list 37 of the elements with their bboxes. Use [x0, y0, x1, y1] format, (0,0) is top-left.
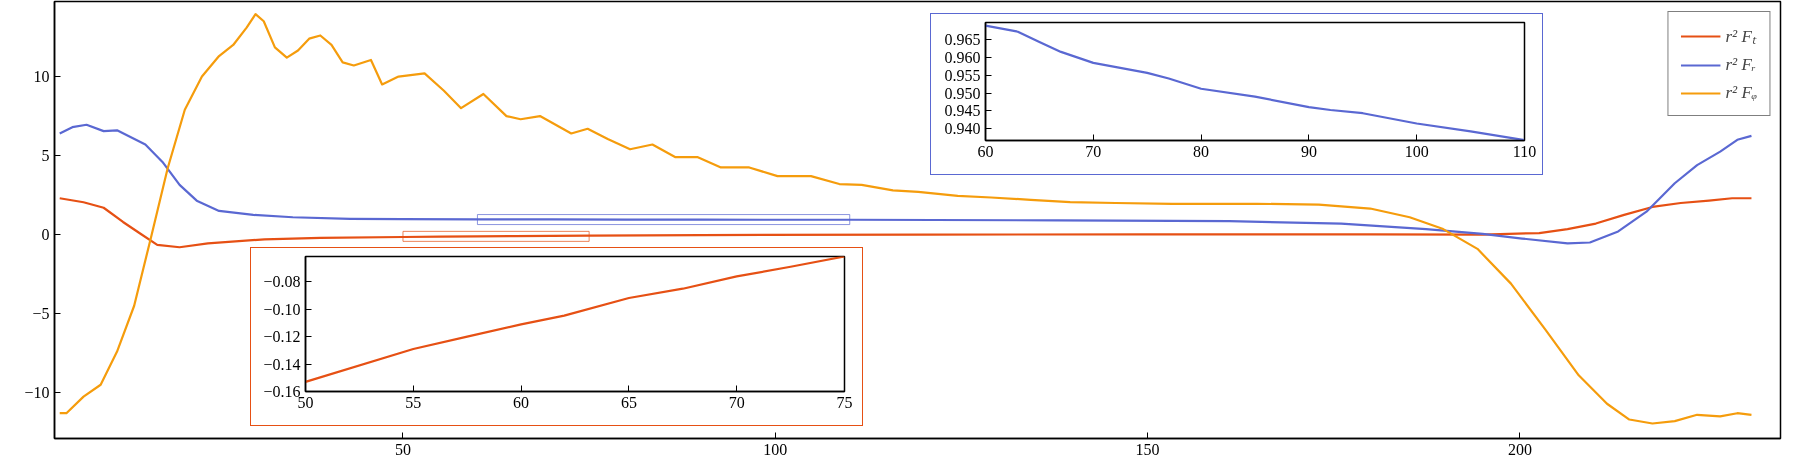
x-tick-label: 75 [836, 393, 853, 411]
legend-label: r² Fᵩ [1725, 83, 1757, 103]
y-tick-label: −0.12 [263, 328, 301, 346]
x-tick-label: 100 [763, 440, 788, 458]
y-tick-label: 5 [41, 147, 50, 165]
x-tick-label: 60 [513, 393, 530, 411]
legend-label: r² Fᵣ [1725, 55, 1756, 75]
x-tick-label: 110 [1512, 142, 1537, 160]
line-series [58, 197, 1753, 249]
x-tick-label: 90 [1300, 142, 1317, 160]
x-tick-label: 70 [1085, 142, 1102, 160]
x-tick-label: 80 [1193, 142, 1210, 160]
y-tick-label: −0.14 [263, 355, 301, 373]
y-tick-label: −0.08 [263, 273, 301, 291]
y-tick-label: 0.965 [944, 31, 981, 49]
x-tick-label: 100 [1404, 142, 1429, 160]
x-tick-label: 55 [405, 393, 422, 411]
y-tick-label: 0.955 [944, 66, 981, 84]
y-tick-label: −0.10 [263, 300, 301, 318]
x-tick-label: 65 [620, 393, 637, 411]
y-tick-label: 0.945 [944, 102, 981, 120]
x-tick-label: 200 [1507, 440, 1532, 458]
y-tick-label: 0 [41, 226, 50, 244]
x-tick-label: 70 [728, 393, 745, 411]
y-tick-label: 10 [33, 68, 50, 86]
y-tick-label: 0.950 [944, 84, 981, 102]
y-tick-label: 0.960 [944, 49, 981, 67]
y-tick-label: 0.940 [944, 119, 981, 137]
x-tick-label: 60 [977, 142, 994, 160]
y-tick-label: −5 [32, 305, 50, 323]
y-tick-label: −10 [24, 384, 50, 402]
x-tick-label: 50 [394, 440, 411, 458]
x-tick-label: 150 [1135, 440, 1160, 458]
legend-label: r² Fₜ [1725, 26, 1756, 47]
line-series [985, 24, 1525, 141]
line-series [58, 123, 1753, 245]
line-series [305, 256, 845, 384]
